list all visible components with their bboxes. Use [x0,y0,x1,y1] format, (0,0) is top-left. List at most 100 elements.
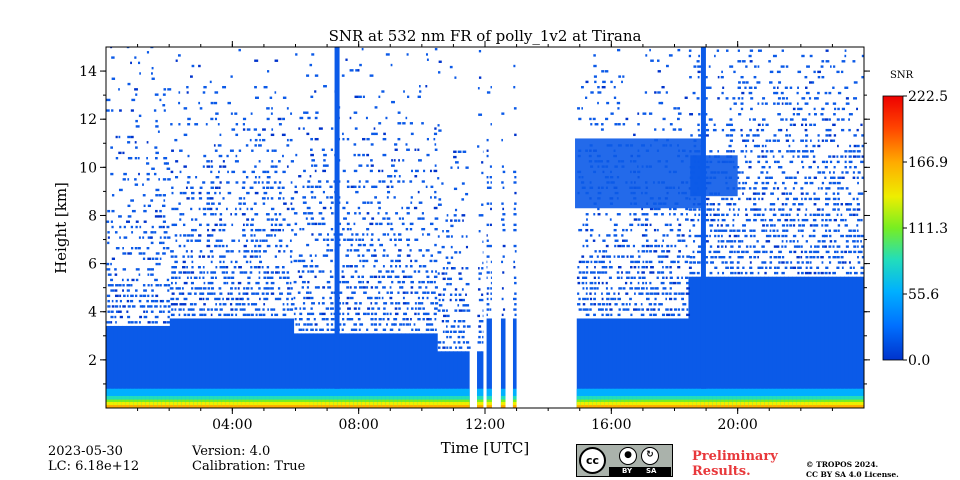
signal-speckle [765,181,770,185]
signal-speckle [465,341,470,344]
signal-column [844,276,849,408]
signal-speckle [769,261,773,264]
signal-speckle [362,201,366,204]
signal-speckle [291,297,294,301]
signal-speckle [633,276,636,279]
signal-speckle [804,75,808,79]
signal-speckle [301,270,305,273]
signal-speckle [709,271,713,275]
signal-speckle [297,270,300,273]
signal-column [277,318,283,408]
signal-speckle [179,218,182,221]
signal-speckle [616,271,620,274]
signal-speckle [321,312,326,316]
signal-speckle [501,138,503,142]
signal-speckle [669,308,673,311]
signal-speckle [127,156,132,160]
signal-speckle [295,153,298,157]
signal-speckle [215,239,220,242]
signal-speckle [259,138,261,142]
signal-column [604,318,610,408]
signal-column [433,333,438,408]
signal-speckle [111,109,114,112]
signal-speckle [598,234,601,237]
signal-speckle [263,191,268,195]
signal-speckle [833,65,836,68]
signal-speckle [258,175,261,179]
signal-speckle [174,223,178,227]
signal-speckle [210,160,213,163]
signal-speckle [644,223,648,227]
signal-speckle [745,271,748,275]
surface-band [664,401,670,408]
signal-speckle [390,227,394,231]
signal-speckle [781,181,785,185]
signal-speckle [223,313,227,317]
signal-speckle [219,133,222,137]
signal-speckle [776,229,779,232]
signal-speckle [465,192,469,196]
signal-speckle [772,187,776,190]
signal-speckle [857,181,859,185]
signal-speckle [186,197,190,200]
surface-band [205,401,211,408]
signal-speckle [757,123,761,127]
signal-speckle [462,150,467,153]
signal-speckle [852,176,856,179]
signal-speckle [138,299,142,303]
signal-speckle [187,234,191,237]
signal-speckle [106,220,110,223]
signal-speckle [657,244,661,248]
surface-band [281,405,287,408]
colorbar-tick-label: 111.3 [908,221,948,237]
signal-speckle [371,217,375,220]
signal-speckle [227,276,231,279]
signal-speckle [321,217,325,220]
x-axis: 04:00 08:00 12:00 16:00 20:00 [137,41,833,433]
signal-speckle [226,281,229,285]
signal-speckle [171,207,175,211]
signal-speckle [306,185,310,189]
signal-speckle [155,262,158,266]
signal-speckle [853,81,858,84]
signal-speckle [705,213,708,217]
signal-speckle [462,309,466,312]
signal-speckle [585,96,588,99]
signal-speckle [754,65,757,68]
signal-speckle [442,277,446,281]
signal-column [736,276,741,408]
signal-speckle [378,317,382,321]
signal-speckle [630,276,634,279]
signal-speckle [744,234,748,238]
signal-speckle [259,260,263,264]
surface-band [820,401,825,408]
signal-speckle [370,159,373,162]
signal-speckle [362,259,366,263]
signal-speckle [461,182,465,185]
signal-speckle [649,48,651,52]
signal-speckle [770,192,774,195]
signal-speckle [147,257,152,260]
signal-speckle [426,58,429,61]
signal-speckle [277,297,282,301]
signal-speckle [189,303,194,306]
signal-speckle [833,229,838,232]
signal-speckle [861,176,864,179]
chart-title: SNR at 532 nm FR of polly_1v2 at Tirana [329,27,642,45]
signal-speckle [127,204,131,208]
signal-speckle [223,223,227,227]
signal-speckle [697,65,702,68]
signal-speckle [833,240,837,243]
surface-band [385,405,390,408]
signal-speckle [386,222,390,226]
signal-speckle [801,160,804,164]
signal-speckle [386,254,389,257]
signal-speckle [223,281,227,285]
surface-band [600,405,606,408]
signal-column [281,318,287,408]
signal-column [209,318,215,408]
surface-band [393,405,398,408]
signal-speckle [190,281,194,285]
signal-column [808,276,813,408]
signal-speckle [110,315,114,319]
